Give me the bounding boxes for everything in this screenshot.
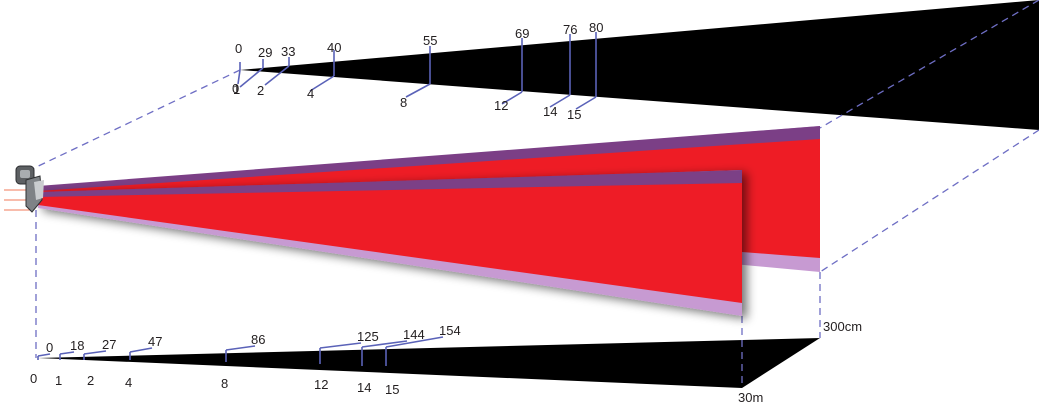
bottom-size-label: 144	[403, 327, 425, 342]
top-tick-lead	[575, 96, 597, 110]
top-size-label: 80	[589, 20, 603, 35]
bottom-distance-label: 15	[385, 382, 399, 397]
top-distance-label: 8	[400, 95, 407, 110]
top-distance-label: 2	[257, 83, 264, 98]
bottom-distance-label: 12	[314, 377, 328, 392]
bottom-size-label: 86	[251, 332, 265, 347]
bottom-tick-lead	[361, 340, 408, 348]
bottom-tick-lead	[319, 342, 362, 349]
top-size-label: 29	[258, 45, 272, 60]
infrared-thermometer-icon	[15, 165, 44, 213]
top-tick-14: 76 14	[543, 22, 577, 119]
top-tick-12: 69 12	[494, 26, 529, 113]
top-tick-lead	[405, 83, 431, 98]
top-tick-4: 40 4	[307, 40, 341, 101]
top-tick-1: 29 1	[233, 45, 272, 97]
top-tick-15: 80 15	[567, 20, 603, 122]
perspective-lines	[29, 0, 1039, 388]
bottom-tick-1: 18 1	[55, 338, 84, 388]
top-distance-label: 14	[543, 104, 557, 119]
top-size-label: 33	[281, 44, 295, 59]
bottom-tick-4: 47 4	[125, 334, 162, 390]
bottom-tick-12: 125 12	[314, 329, 379, 392]
bottom-tick-14: 144 14	[357, 327, 425, 395]
height-label: 300cm	[823, 319, 862, 334]
bottom-tick-lead	[59, 351, 75, 355]
top-tick-lead	[264, 65, 290, 86]
bottom-distance-label: 1	[55, 373, 62, 388]
bottom-tick-lead	[83, 350, 107, 355]
bottom-tick-2: 27 2	[83, 337, 116, 388]
bottom-tick-lead	[129, 347, 153, 353]
bottom-tick-15: 154 15	[385, 323, 461, 397]
bottom-size-label: 0	[46, 340, 53, 355]
top-distance-label: 1	[233, 82, 240, 97]
top-tick-2: 33 2	[257, 44, 295, 98]
top-spot-cone	[240, 0, 1039, 130]
distance-label: 30m	[738, 390, 763, 403]
top-tick-lead	[239, 67, 264, 88]
bottom-distance-label: 2	[87, 373, 94, 388]
bottom-tick-0: 00	[30, 340, 53, 386]
bottom-distance-label: 4	[125, 375, 132, 390]
bottom-distance-label: 8	[221, 376, 228, 391]
bottom-spot-cone	[38, 338, 820, 388]
top-tick-lead	[237, 69, 241, 85]
top-tick-lead	[549, 94, 571, 108]
top-tick-lead	[309, 75, 335, 92]
top-tick-0: 00	[232, 41, 242, 96]
top-distance-label: 15	[567, 107, 581, 122]
bottom-size-label: 18	[70, 338, 84, 353]
bottom-tick-lead	[37, 353, 51, 357]
top-size-label: 76	[563, 22, 577, 37]
top-distance-label: 4	[307, 86, 314, 101]
top-size-label: 40	[327, 40, 341, 55]
bottom-tick-8: 86 8	[221, 332, 265, 391]
top-tick-8: 55 8	[400, 33, 437, 110]
top-distance-label: 12	[494, 98, 508, 113]
bottom-size-label: 154	[439, 323, 461, 338]
bottom-size-label: 47	[148, 334, 162, 349]
top-distance-label: 0	[232, 81, 239, 96]
bottom-tick-lead	[385, 336, 444, 348]
top-size-label: 69	[515, 26, 529, 41]
top-tick-lead	[501, 91, 523, 105]
bottom-tick-lead	[225, 345, 256, 351]
bottom-distance-label: 14	[357, 380, 371, 395]
bottom-size-label: 125	[357, 329, 379, 344]
front-beam	[38, 170, 742, 316]
top-size-label: 0	[235, 41, 242, 56]
bottom-size-label: 27	[102, 337, 116, 352]
top-size-label: 55	[423, 33, 437, 48]
bottom-distance-label: 0	[30, 371, 37, 386]
